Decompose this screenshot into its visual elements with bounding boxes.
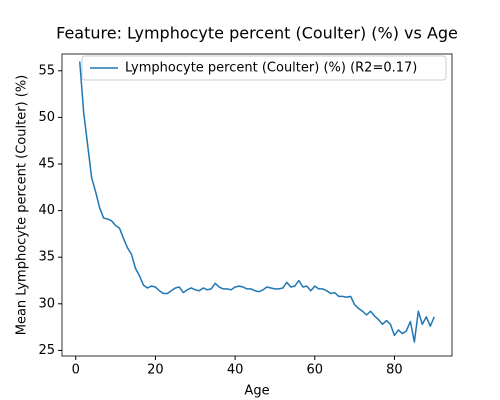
y-tick-label: 55 [38,63,55,78]
plot-frame [61,53,453,357]
x-axis-label: Age [244,384,269,399]
legend-box [81,55,447,81]
x-tick-label: 40 [227,363,244,378]
chart-title: Feature: Lymphocyte percent (Coulter) (%… [56,24,458,43]
y-tick-label: 40 [38,203,55,218]
y-tick-label: 45 [38,156,55,171]
y-tick-label: 30 [38,296,55,311]
y-axis-label: Mean Lymphocyte percent (Coulter) (%) [15,75,30,336]
x-tick-label: 80 [386,363,403,378]
legend-label: Lymphocyte percent (Coulter) (%) (R2=0.1… [125,61,417,76]
x-tick-label: 20 [147,363,164,378]
line-series [78,61,435,343]
x-tick-label: 0 [72,363,80,378]
y-tick-label: 25 [38,343,55,358]
x-tick-label: 60 [306,363,323,378]
y-tick-label: 50 [38,110,55,125]
y-tick-label: 35 [38,250,55,265]
